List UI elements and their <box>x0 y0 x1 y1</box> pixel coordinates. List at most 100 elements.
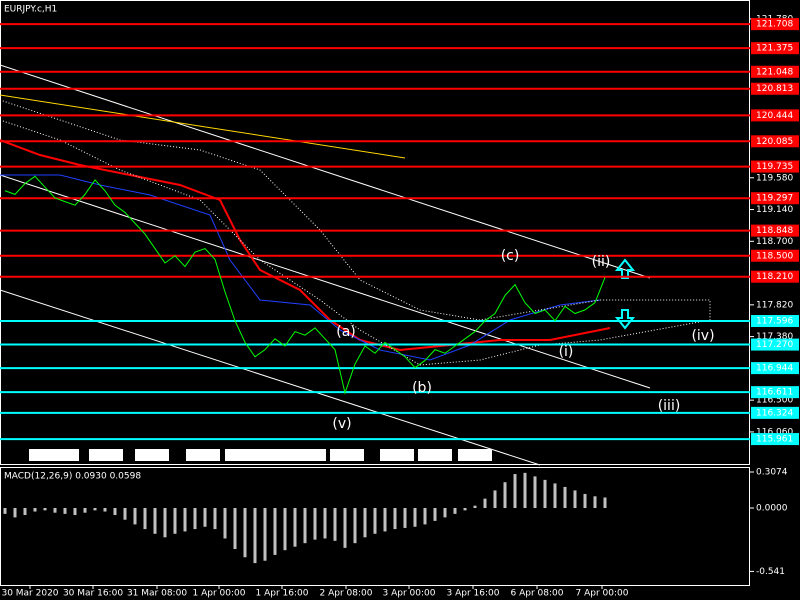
macd-bar <box>53 508 57 513</box>
time-marker: 16:00 <box>258 451 284 461</box>
time-marker-box <box>330 449 364 461</box>
wave-label: (iii) <box>658 398 681 414</box>
time-marker: 0 <box>31 451 37 461</box>
macd-bar <box>593 496 597 509</box>
macd-bar <box>493 490 497 509</box>
x-tick-label: 1 Apr 00:00 <box>193 589 246 599</box>
macd-bar <box>503 482 507 509</box>
macd-bar <box>13 508 17 518</box>
up-arrow <box>614 258 636 279</box>
main-frame <box>0 0 750 465</box>
macd-bar <box>513 474 517 509</box>
macd-bar <box>313 508 317 540</box>
level-label-box <box>751 160 799 173</box>
time-marker-box <box>254 449 288 461</box>
level-label: 120.444 <box>756 111 793 121</box>
level-label: 116.944 <box>756 364 793 374</box>
time-marker: 11:00 <box>334 451 360 461</box>
level-label-box <box>751 338 799 351</box>
level-label: 118.210 <box>756 272 793 282</box>
time-marker: 00:30 <box>384 451 410 461</box>
time-marker-box <box>45 449 79 461</box>
x-tick-label: 6 Apr 08:00 <box>511 589 564 599</box>
y-tick-label: 119.580 <box>756 173 793 183</box>
macd-bar <box>243 508 247 558</box>
wave-label: (ii) <box>592 254 611 270</box>
wave-label: (v) <box>332 416 351 432</box>
macd-bar <box>43 508 47 511</box>
time-marker-box <box>280 449 314 461</box>
macd-bar <box>563 486 567 509</box>
level-label-box <box>751 386 799 399</box>
macd-bar <box>273 508 277 555</box>
macd-bar <box>33 508 37 512</box>
channel-line <box>0 289 541 466</box>
macd-bar <box>353 508 357 544</box>
ichimoku-cloud <box>0 99 711 366</box>
macd-frame <box>0 467 750 586</box>
x-tick-label: 2 Apr 08:00 <box>320 589 373 599</box>
time-marker-box <box>380 449 414 461</box>
y-tick-label: 117.820 <box>756 300 793 310</box>
price-line <box>4 175 606 395</box>
macd-bar <box>133 508 137 525</box>
macd-bar <box>183 508 187 532</box>
level-label-box <box>751 406 799 419</box>
level-label-box <box>751 65 799 78</box>
macd-bar <box>123 508 127 520</box>
kijun-line <box>0 174 601 361</box>
level-label-box <box>751 224 799 237</box>
macd-bar <box>193 508 197 530</box>
time-marker: 23:03 <box>284 451 310 461</box>
macd-bar <box>253 508 257 564</box>
x-tick-label: 31 Mar 08:00 <box>127 589 187 599</box>
x-tick-label: 30 Mar 2020 <box>1 589 58 599</box>
time-marker-box <box>39 449 49 461</box>
macd-bar <box>423 508 427 525</box>
time-marker: 09:37 <box>229 451 255 461</box>
macd-bar <box>83 508 87 513</box>
wave-label: (iv) <box>691 328 714 344</box>
macd-bar <box>23 508 27 516</box>
level-label: 116.324 <box>756 408 793 418</box>
y-tick-label: 116.500 <box>756 396 793 406</box>
time-marker-box <box>225 449 259 461</box>
macd-bar <box>63 508 67 514</box>
macd-bar <box>303 508 307 544</box>
y-tick-label: 118.700 <box>756 237 793 247</box>
x-tick-label: 3 Apr 16:00 <box>447 589 500 599</box>
y-tick-label: 0.0000 <box>756 504 788 514</box>
time-marker-box <box>458 449 492 461</box>
macd-bar <box>483 498 487 509</box>
level-label: 121.048 <box>756 67 793 77</box>
level-label-box <box>751 362 799 375</box>
level-label: 115.961 <box>756 435 793 445</box>
macd-bar <box>413 508 417 527</box>
x-tick-label: 3 Apr 00:00 <box>383 589 436 599</box>
level-label: 117.270 <box>756 340 793 350</box>
macd-bar <box>373 508 377 534</box>
macd-bar <box>203 508 207 527</box>
macd-bar <box>3 508 7 514</box>
macd-bar <box>453 508 457 514</box>
time-marker-box <box>186 449 220 461</box>
macd-bar <box>573 490 577 509</box>
y-tick-label: 116.060 <box>756 427 793 437</box>
time-marker: 10:28 <box>139 451 165 461</box>
macd-bar <box>583 493 587 509</box>
macd-bar <box>263 508 267 561</box>
macd-bar <box>333 508 337 541</box>
level-label: 118.500 <box>756 251 793 261</box>
macd-bar <box>383 508 387 532</box>
macd-bar <box>553 483 557 509</box>
macd-bar <box>443 508 447 518</box>
level-label-box <box>751 433 799 446</box>
macd-bar <box>433 508 437 521</box>
time-marker: 1 <box>41 451 47 461</box>
channel-line <box>0 64 651 279</box>
macd-bar <box>533 476 537 509</box>
macd-bar <box>343 508 347 548</box>
macd-bar <box>283 508 287 551</box>
macd-bar <box>473 505 477 509</box>
